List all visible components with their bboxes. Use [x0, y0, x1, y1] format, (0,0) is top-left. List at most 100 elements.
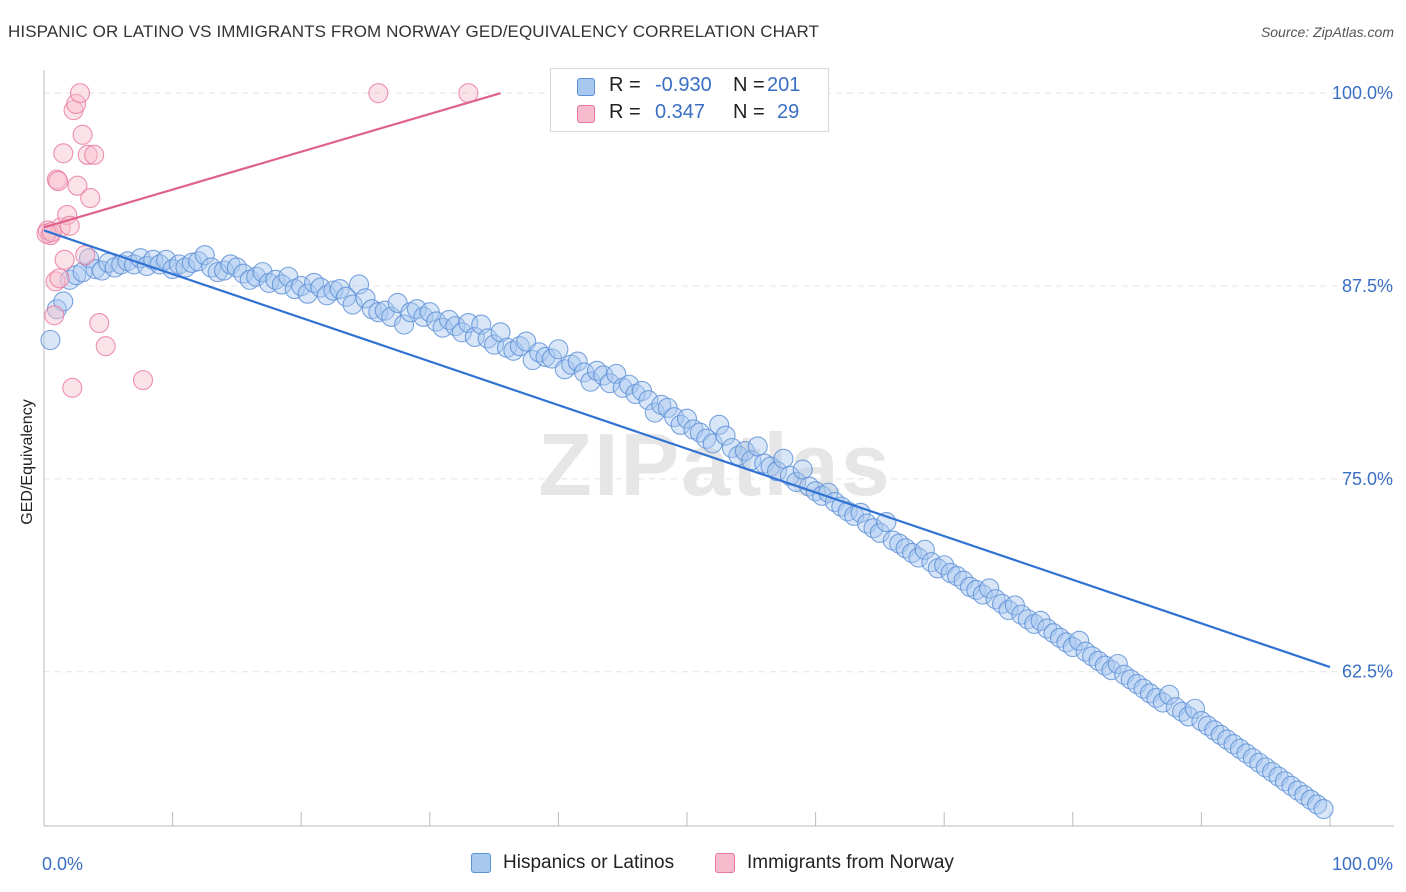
hispanic-point	[709, 414, 730, 435]
hispanic-point	[914, 539, 935, 560]
hispanic-point	[78, 248, 100, 269]
bottom-legend-label-hispanics: Hispanics or Latinos	[503, 852, 675, 873]
bottom-legend-swatch-hispanics	[471, 853, 491, 873]
hispanic-point	[921, 552, 942, 573]
norway-point	[49, 268, 70, 289]
norway-point	[48, 171, 69, 192]
hispanic-point	[368, 302, 389, 323]
norway-point	[80, 188, 101, 209]
hispanic-point	[792, 459, 813, 480]
legend-row-norway: R = 0.347 N = 29	[551, 101, 828, 127]
hispanic-point	[766, 461, 788, 482]
legend-n-value: 201	[767, 74, 801, 96]
legend: R = -0.930 N = 201 R = 0.347 N = 29	[550, 68, 829, 132]
hispanic-point	[1184, 698, 1206, 719]
norway-point	[45, 271, 66, 292]
norway-point	[132, 370, 154, 391]
hispanic-point	[676, 408, 698, 429]
hispanic-point	[188, 251, 209, 272]
hispanic-point	[477, 328, 498, 349]
hispanic-point	[1159, 684, 1180, 705]
gridlines	[44, 92, 1394, 673]
chart-title: HISPANIC OR LATINO VS IMMIGRANTS FROM NO…	[8, 22, 819, 41]
hispanic-point	[850, 502, 871, 523]
hispanic-point	[226, 257, 247, 278]
hispanic-point	[181, 252, 202, 273]
legend-r-label: R =	[609, 101, 641, 123]
hispanic-point	[252, 262, 273, 283]
norway-point	[67, 175, 88, 196]
trend-line-hispanics	[43, 229, 1331, 669]
legend-n-label: N =	[733, 74, 765, 96]
chart-source: Source: ZipAtlas.com	[1260, 24, 1394, 40]
y-axis-label: GED/Equivalency	[19, 399, 36, 524]
hispanic-point	[638, 390, 659, 411]
hispanic-point	[535, 346, 556, 368]
legend-swatch-hispanics	[577, 78, 595, 96]
norway-point	[75, 245, 96, 266]
bottom-legend-swatch-norway	[715, 853, 735, 873]
norway-point	[69, 83, 91, 104]
legend-swatch-norway	[577, 105, 595, 123]
hispanic-point	[1107, 653, 1128, 675]
hispanic-point	[779, 465, 800, 486]
axes	[43, 70, 1394, 827]
tick-labels: 62.5% 75.0% 87.5% 100.0% 0.0% 100.0%	[42, 83, 1393, 874]
norway-point	[84, 144, 105, 165]
hispanic-point	[869, 522, 890, 543]
legend-row-hispanics: R = -0.930 N = 201	[551, 74, 828, 100]
legend-r-value: 0.347	[655, 101, 706, 123]
x-tick-label: 100.0%	[1332, 854, 1393, 874]
hispanic-point	[355, 288, 376, 309]
hispanic-point	[342, 294, 363, 315]
series-norway-points	[36, 83, 479, 398]
hispanic-point	[1069, 630, 1090, 651]
trend-lines	[43, 92, 1331, 669]
hispanic-point	[979, 578, 1000, 599]
y-tick-label: 75.0%	[1342, 469, 1393, 489]
hispanic-point	[702, 433, 723, 454]
norway-point	[77, 144, 98, 165]
hispanic-point	[567, 351, 588, 372]
legend-r-label: R =	[609, 74, 641, 96]
hispanic-point	[670, 414, 691, 435]
norway-point	[54, 249, 75, 270]
hispanic-point	[972, 584, 993, 605]
norway-point	[46, 169, 67, 190]
legend-r-value: -0.930	[655, 74, 712, 96]
norway-point	[95, 336, 116, 357]
hispanic-point	[213, 260, 235, 281]
hispanic-point	[484, 334, 505, 355]
hispanic-point	[194, 245, 215, 266]
y-tick-label: 100.0%	[1332, 83, 1393, 103]
hispanic-point	[40, 329, 61, 351]
hispanic-point	[1313, 798, 1334, 820]
series-hispanics-points	[40, 245, 1334, 820]
hispanic-point	[439, 309, 460, 330]
x-tick-label: 0.0%	[42, 854, 83, 874]
hispanic-point	[992, 593, 1013, 614]
hispanic-point	[394, 314, 415, 335]
hispanic-point	[773, 448, 794, 469]
hispanic-point	[1101, 660, 1122, 681]
legend-n-value: 29	[777, 101, 800, 123]
hispanic-point	[323, 280, 344, 301]
norway-point	[89, 312, 110, 334]
norway-point	[44, 305, 65, 326]
norway-point	[62, 377, 83, 398]
trend-line-norway	[43, 92, 501, 229]
norway-point	[66, 93, 87, 114]
norway-point	[72, 124, 93, 145]
norway-point	[53, 143, 74, 164]
y-tick-label: 62.5%	[1342, 662, 1393, 682]
hispanic-point	[464, 326, 485, 347]
hispanic-point	[715, 425, 736, 446]
hispanic-point	[516, 331, 537, 352]
hispanic-point	[747, 436, 768, 457]
y-tick-label: 87.5%	[1342, 276, 1393, 296]
hispanic-point	[689, 422, 710, 443]
hispanic-point	[374, 300, 395, 321]
hispanic-point	[548, 339, 569, 360]
hispanic-point	[490, 322, 511, 343]
